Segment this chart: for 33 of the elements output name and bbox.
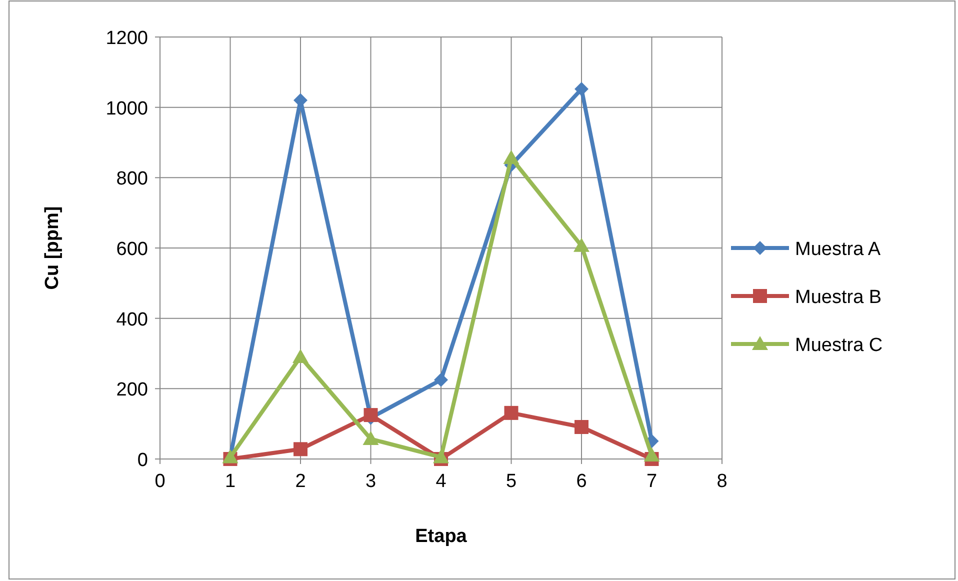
x-tick-label: 8 (716, 471, 728, 492)
legend-label: Muestra C (795, 335, 883, 356)
x-tick-label: 1 (224, 471, 236, 492)
x-tick-label: 2 (295, 471, 306, 492)
point (362, 430, 379, 445)
legend-label: Muestra A (795, 239, 881, 260)
point (433, 449, 449, 464)
point (574, 82, 588, 96)
point (294, 442, 308, 456)
y-tick-label: 0 (137, 450, 148, 471)
point (504, 406, 518, 420)
x-tick-label: 3 (365, 471, 376, 492)
x-tick-label: 5 (506, 471, 517, 492)
y-tick-label: 400 (116, 309, 148, 330)
y-tick-label: 1000 (106, 98, 148, 120)
y-tick-label: 600 (116, 239, 148, 260)
y-tick-label: 800 (116, 168, 148, 190)
point (503, 150, 520, 164)
point (292, 349, 308, 364)
legend-label: Muestra B (795, 287, 882, 308)
y-axis-title: Cu [ppm] (42, 206, 63, 290)
x-tick-label: 7 (646, 471, 658, 492)
x-axis-title: Etapa (415, 526, 468, 547)
y-tick-label: 200 (116, 380, 148, 401)
x-tick-label: 0 (154, 471, 166, 492)
x-tick-label: 4 (436, 471, 447, 492)
point (644, 447, 660, 462)
point (364, 408, 378, 422)
point (574, 420, 588, 434)
point (574, 238, 590, 252)
point (434, 372, 448, 387)
y-tick-label: 1200 (106, 28, 148, 49)
x-tick-label: 6 (576, 471, 587, 492)
